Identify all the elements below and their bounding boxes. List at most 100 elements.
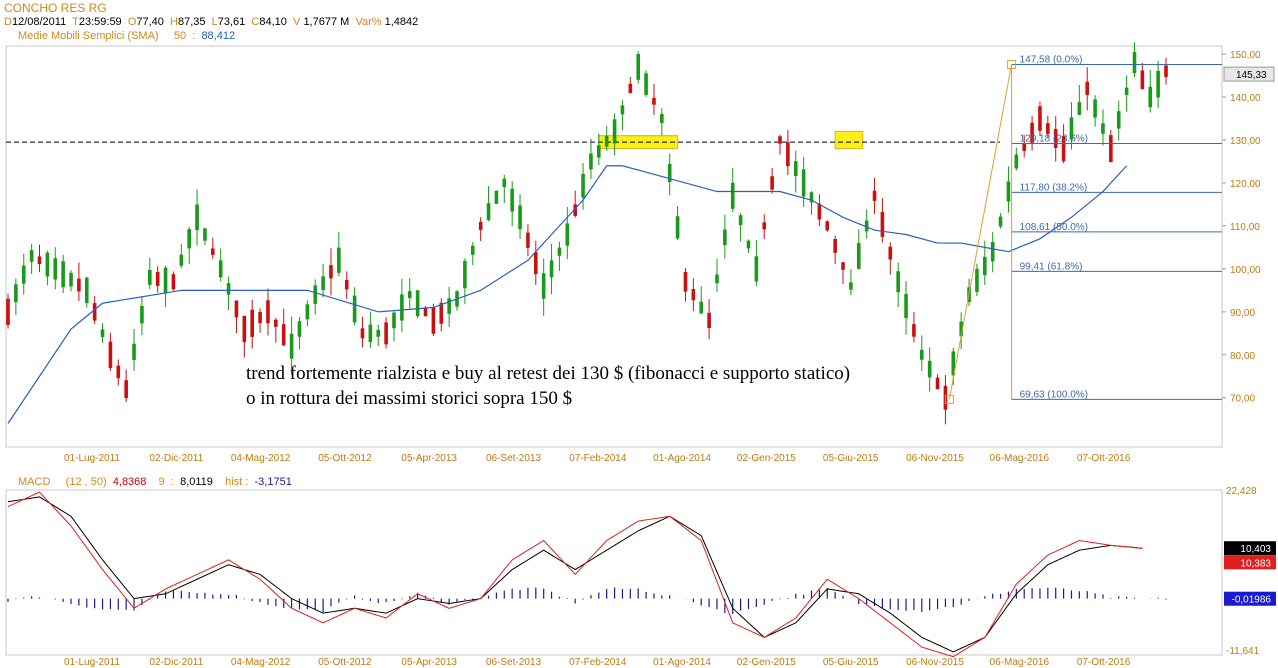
candle-body [227,283,231,294]
candle-body [676,216,680,238]
candle-body [558,248,562,256]
candle-body [69,273,73,287]
hist-label: hist : [225,476,248,488]
candle-body [684,272,688,292]
candle-body [321,276,325,290]
macd-y-max-label: 22,428 [1226,486,1257,497]
hist-value: -3,1751 [255,476,292,488]
y-tick-label: 130,00 [1230,136,1261,147]
x-tick-label: 04-Mag-2012 [231,453,291,464]
x-tick-label: 06-Mag-2016 [990,453,1050,464]
macd-y-min-label: -11,641 [1226,646,1260,657]
candle-body [164,268,168,293]
candle-body [46,253,50,277]
x-tick-label: 04-Mag-2012 [231,657,291,668]
candle-body [361,328,365,338]
candle-body [770,176,774,189]
candle-body [93,303,97,320]
macd-value: 4,8368 [113,476,147,488]
candle-body [1038,106,1042,130]
candle-body [353,296,357,323]
candle-body [1141,71,1145,90]
candle-body [904,294,908,318]
candle-body [1015,155,1019,169]
fib-level-label: 117,80 (38.2%) [1020,182,1088,193]
signal-sep: : [171,476,174,488]
x-tick-label: 06-Set-2013 [486,453,541,464]
support-highlight [835,131,863,148]
candle-body [786,142,790,166]
x-tick-label: 01-Lug-2011 [64,657,120,668]
candle-body [1156,71,1160,98]
candle-body [825,221,829,230]
candle-body [818,204,822,220]
candle-body [636,54,640,80]
x-tick-label: 02-Dic-2011 [149,453,203,464]
y-tick-label: 70,00 [1230,394,1255,405]
y-tick-label: 80,00 [1230,351,1255,362]
candle-body [1007,182,1011,202]
candle-body [313,285,317,303]
candle-body [408,291,412,298]
x-tick-label: 07-Feb-2014 [569,657,627,668]
candle-body [345,280,349,289]
x-tick-label: 05-Ott-2012 [318,453,372,464]
candle-body [187,229,191,248]
candle-body [518,205,522,229]
candle-body [510,189,514,212]
fib-level-label: 99,41 (61.8%) [1020,261,1083,272]
candle-body [739,215,743,225]
candle-body [148,270,152,285]
x-tick-label: 05-Ott-2012 [318,657,372,668]
candle-body [85,278,89,303]
candle-body [597,145,601,157]
x-tick-label: 01-Lug-2011 [64,453,120,464]
candle-body [471,246,475,255]
candle-body [298,321,302,336]
candle-body [991,242,995,261]
candle-body [38,256,42,264]
candle-body [392,313,396,329]
candle-body [243,316,247,342]
fib-trendline [949,64,1011,399]
y-tick-label: 120,00 [1230,179,1261,190]
candle-body [888,247,892,260]
x-tick-label: 07-Feb-2014 [569,453,627,464]
candle-body [384,322,388,344]
candle-body [61,261,65,287]
candle-body [692,289,696,300]
candle-body [282,324,286,345]
candle-body [369,325,373,342]
candle-body [22,266,26,284]
candle-body [912,324,916,337]
candle-body [463,261,467,288]
candle-body [1046,123,1050,134]
candle-body [101,329,105,337]
candle-body [699,302,703,314]
candle-body [566,223,570,245]
candle-body [778,136,782,143]
candle-body [621,105,625,114]
candle-body [203,228,207,240]
candle-body [802,169,806,196]
annotation-line-1: trend fortemente rialzista e buy al rete… [246,363,850,385]
candle-body [723,230,727,246]
candle-body [432,307,436,334]
candle-body [550,260,554,277]
signal-value-tag-label: 10,403 [1240,544,1271,555]
candle-body [258,312,262,323]
x-tick-label: 02-Gen-2015 [737,657,796,668]
candle-body [124,380,128,398]
candle-body [644,73,648,94]
candle-body [1125,88,1129,95]
candle-body [77,279,81,292]
candle-body [755,256,759,281]
last-price-label: 145,33 [1236,70,1267,81]
candle-body [652,98,656,105]
candle-body [762,222,766,229]
x-tick-label: 06-Nov-2015 [906,657,964,668]
candle-body [447,298,451,314]
candle-body [306,304,310,319]
macd-label: MACD [18,476,50,488]
x-tick-label: 06-Set-2013 [486,657,541,668]
